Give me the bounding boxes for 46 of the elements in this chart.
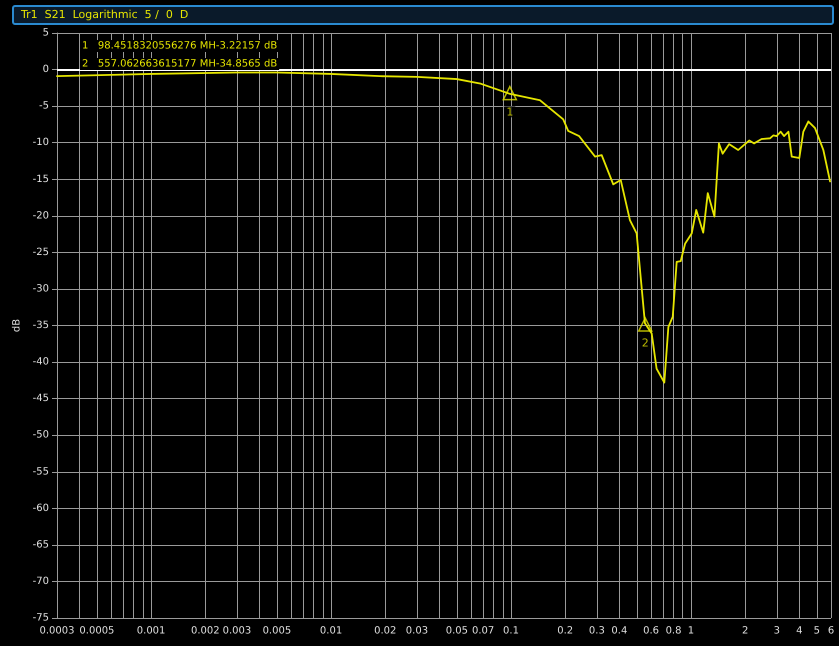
x-tick-label: 0.3 (588, 626, 605, 636)
y-tick-label: 5 (42, 28, 49, 38)
x-tick-label: 0.6 (643, 626, 659, 636)
y-tick-label: -25 (32, 246, 49, 258)
x-tick-label: 0.0003 (40, 626, 74, 636)
x-tick-label: 0.005 (262, 626, 292, 636)
x-tick-label: 0.05 (446, 626, 468, 636)
y-tick-label: -40 (32, 356, 49, 368)
y-tick-label: -60 (32, 502, 49, 514)
x-tick-label: 0.1 (503, 626, 519, 636)
y-tick-label: -20 (32, 210, 49, 222)
y-tick-label: -50 (32, 430, 49, 441)
y-tick-label: -30 (32, 283, 49, 294)
y-tick-label: -5 (39, 100, 49, 112)
annotation: 2 557.062663615177 MH-34.8565 dB (82, 58, 278, 70)
annotation: 1 (506, 105, 514, 118)
y-tick-label: -65 (32, 539, 49, 550)
x-tick-label: 0.8 (666, 626, 682, 636)
x-tick-label: 0.4 (611, 626, 628, 636)
annotation: 1 98.4518320556276 MH-3.22157 dB (82, 40, 278, 52)
x-tick-label: 0.02 (374, 626, 396, 636)
x-tick-label: 1 (688, 626, 694, 636)
x-tick-label: 0.002 (190, 626, 220, 636)
y-tick-label: -75 (32, 612, 49, 624)
x-tick-label: 0.07 (472, 626, 494, 636)
y-tick-label: 0 (42, 64, 49, 76)
x-tick-label: 5 (814, 626, 820, 636)
x-tick-label: 0.001 (136, 626, 166, 636)
x-tick-label: 0.03 (406, 626, 428, 636)
y-tick-label: -15 (32, 174, 49, 185)
y-tick-label: -55 (32, 466, 49, 478)
y-tick-label: -70 (32, 576, 49, 587)
y-tick-label: -45 (32, 393, 49, 404)
x-tick-label: 0.2 (557, 626, 574, 636)
x-tick-label: 2 (742, 626, 748, 636)
x-tick-label: 4 (796, 626, 802, 636)
x-tick-label: 0.003 (222, 626, 252, 636)
x-tick-label: 6 (828, 626, 834, 636)
x-tick-label: 0.01 (320, 626, 342, 636)
y-axis-title: dB (11, 318, 22, 332)
y-tick-label: -10 (32, 137, 49, 148)
chart-title: Tr1 S21 Logarithmic 5 / 0 D (20, 8, 188, 21)
y-tick-label: -35 (32, 320, 49, 331)
x-tick-label: 3 (774, 626, 780, 636)
x-tick-label: 0.0005 (79, 626, 114, 636)
annotation: 2 (642, 336, 649, 350)
